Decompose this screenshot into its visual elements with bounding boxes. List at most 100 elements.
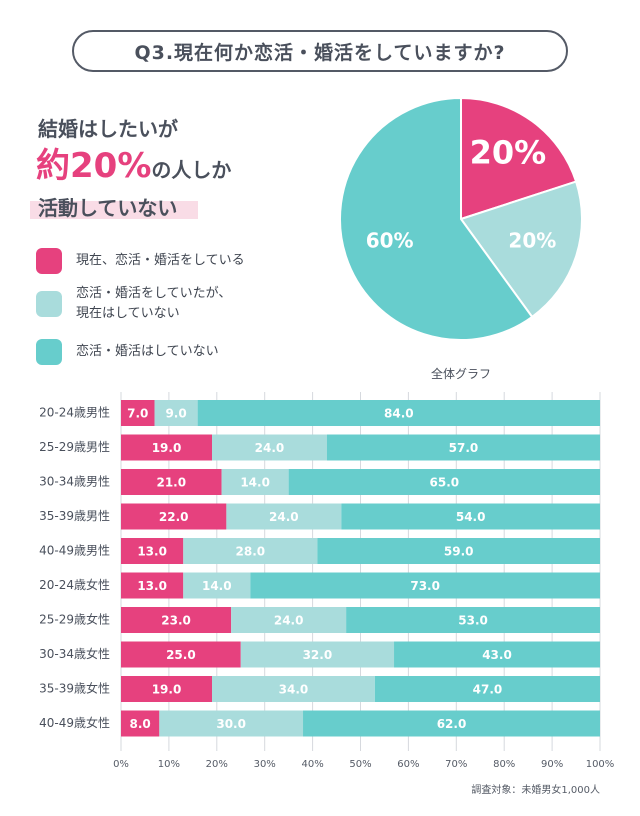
bar-value-label: 54.0: [456, 510, 486, 524]
bar-segment: [183, 572, 251, 599]
x-tick-label: 80%: [493, 759, 515, 770]
bar-segment: [394, 641, 600, 668]
bar-value-label: 24.0: [269, 510, 299, 524]
bar-value-label: 73.0: [410, 579, 440, 593]
bar-value-label: 14.0: [202, 579, 232, 593]
survey-note: 調査対象：未婚男女1,000人: [471, 785, 600, 796]
bar-segment: [154, 400, 198, 426]
category-label: 35-39歳女性: [39, 681, 110, 696]
bar-value-label: 57.0: [449, 441, 479, 455]
category-label: 40-49歳女性: [39, 715, 110, 730]
bar-value-label: 9.0: [165, 407, 186, 421]
pie-chart: 20% 20% 60% 全体グラフ: [339, 96, 583, 381]
pie-slice-label-0: 20%: [470, 133, 547, 171]
legend-swatch-never: [36, 339, 62, 365]
bar-value-label: 34.0: [279, 683, 309, 697]
legend-item-never: 恋活・婚活はしていない: [36, 339, 219, 365]
pie-caption: 全体グラフ: [431, 366, 491, 381]
legend-label-past: 恋活・婚活をしていたが、 現在はしていない: [76, 284, 231, 324]
category-label: 35-39歳男性: [39, 509, 110, 523]
bar-segment: [374, 676, 600, 702]
bar-value-label: 21.0: [156, 476, 186, 490]
x-tick-label: 100%: [586, 759, 615, 770]
x-tick-label: 50%: [349, 759, 371, 770]
legend-swatch-active: [36, 248, 62, 274]
bar-value-label: 65.0: [430, 476, 460, 490]
bar-value-label: 30.0: [216, 717, 246, 731]
headline-line1: 結婚はしたいが: [38, 117, 178, 141]
bar-value-label: 13.0: [137, 545, 167, 559]
category-label: 25-29歳男性: [39, 440, 110, 454]
category-label: 20-24歳男性: [39, 406, 110, 420]
bar-segment: [212, 434, 327, 461]
bar-value-label: 7.0: [127, 407, 148, 421]
question-title: Q3.現在何か恋活・婚活をしていますか?: [72, 30, 568, 72]
x-tick-label: 70%: [445, 759, 467, 770]
headline-line2: 約20%の人しか: [36, 138, 231, 187]
pie-slice-0: [460, 96, 578, 221]
bar-segment: [121, 710, 160, 737]
legend-label-past-line1: 恋活・婚活をしていたが、: [76, 286, 232, 301]
category-label: 30-34歳男性: [39, 475, 110, 489]
bar-value-label: 23.0: [161, 614, 191, 628]
bar-value-label: 32.0: [303, 648, 333, 662]
bar-segment: [341, 503, 600, 530]
bar-segment: [121, 572, 184, 599]
bar-value-label: 19.0: [152, 441, 182, 455]
bar-segment: [121, 503, 227, 530]
x-tick-label: 20%: [206, 759, 228, 770]
bar-value-label: 59.0: [444, 545, 474, 559]
bar-segment: [121, 676, 213, 702]
bar-value-label: 28.0: [236, 545, 266, 559]
bar-segment: [121, 434, 213, 461]
x-tick-label: 40%: [301, 759, 323, 770]
x-tick-label: 90%: [541, 759, 563, 770]
bar-segment: [212, 676, 375, 702]
bar-segment: [121, 469, 222, 495]
bar-value-label: 8.0: [130, 717, 151, 731]
bar-segment: [221, 469, 289, 495]
bar-value-label: 25.0: [166, 648, 196, 662]
bar-segment: [183, 538, 318, 564]
bar-segment: [346, 607, 600, 633]
bar-chart: 0% 10% 20% 30% 40% 50% 60% 70% 80% 90% 100% 20-24歳男…: [39, 392, 615, 770]
x-tick-label: 10%: [158, 759, 180, 770]
bar-value-label: 53.0: [458, 614, 488, 628]
bar-segment: [121, 400, 155, 426]
bar-value-label: 84.0: [384, 407, 414, 421]
bar-value-label: 24.0: [255, 441, 285, 455]
x-tick-label: 30%: [254, 759, 276, 770]
bar-value-label: 14.0: [240, 476, 270, 490]
bar-segment: [197, 400, 600, 426]
category-label: 40-49歳男性: [39, 544, 110, 558]
bar-value-label: 13.0: [137, 579, 167, 593]
bar-segment: [326, 434, 600, 461]
legend-swatch-past: [36, 291, 62, 317]
bar-value-label: 22.0: [159, 510, 189, 524]
bar-segment: [121, 607, 232, 633]
bar-segment: [121, 641, 241, 668]
category-label: 30-34歳女性: [39, 646, 110, 661]
bar-value-label: 62.0: [437, 717, 467, 731]
pie-slice-label-2: 60%: [366, 229, 414, 253]
legend-label-active: 現在、恋活・婚活をしている: [76, 253, 245, 268]
legend-label-past-line2: 現在はしていない: [76, 306, 180, 321]
bar-segment: [159, 710, 304, 737]
pie-slice-2: [339, 96, 534, 341]
pie-slice-label-1: 20%: [508, 229, 556, 253]
headline-highlight: [30, 201, 198, 219]
bar-segment: [303, 710, 600, 737]
category-label: 20-24歳女性: [39, 577, 110, 592]
category-label: 25-29歳女性: [39, 612, 110, 627]
bar-segment: [288, 469, 600, 495]
headline-line2-rest: の人しか: [151, 158, 232, 182]
bar-value-label: 19.0: [152, 683, 182, 697]
bar-value-label: 47.0: [473, 683, 503, 697]
bar-segment: [226, 503, 342, 530]
bar-value-label: 24.0: [274, 614, 304, 628]
legend-item-active: 現在、恋活・婚活をしている: [36, 248, 245, 274]
x-tick-label: 60%: [397, 759, 419, 770]
headline-line3: 活動していない: [38, 196, 178, 220]
legend-item-past: 恋活・婚活をしていたが、 現在はしていない: [36, 284, 231, 324]
legend-label-never: 恋活・婚活はしていない: [76, 344, 219, 359]
